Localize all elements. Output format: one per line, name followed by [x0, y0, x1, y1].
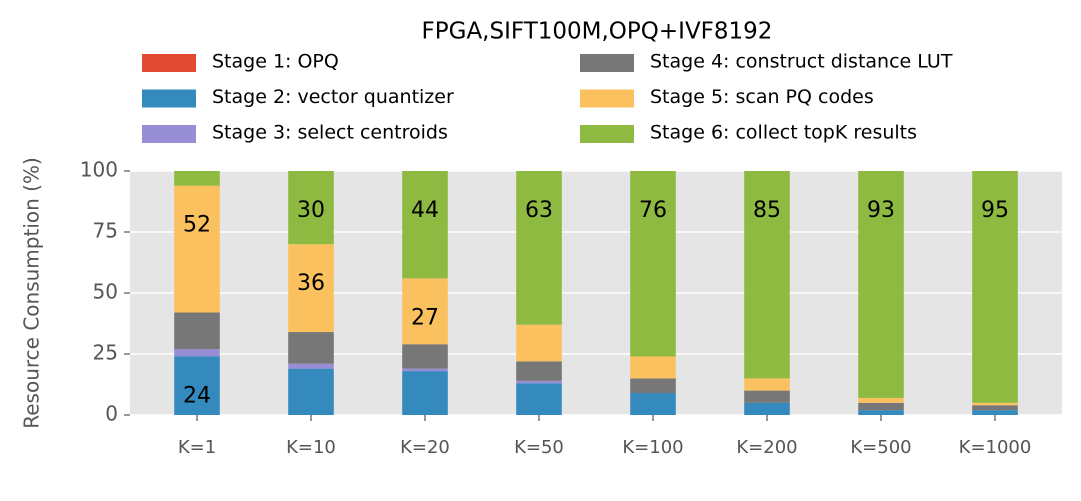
bar-segment [744, 390, 790, 403]
x-tick-label: K=100 [622, 437, 683, 458]
bar-segment [288, 363, 334, 369]
legend-swatch [142, 125, 196, 143]
data-label: 30 [297, 198, 325, 223]
bar-segment [174, 171, 220, 186]
bar-segment [858, 397, 904, 403]
bar-segment [174, 356, 220, 415]
bar-segment [516, 361, 562, 381]
bar-segment [630, 356, 676, 379]
x-tick-label: K=10 [286, 437, 336, 458]
legend-swatch [580, 89, 634, 108]
bar-segment [516, 171, 562, 325]
legend-label: Stage 2: vector quantizer [212, 86, 454, 108]
bar-segment [858, 410, 904, 415]
legend-label: Stage 5: scan PQ codes [650, 86, 874, 108]
legend-swatch [142, 54, 196, 72]
bar-segment [288, 332, 334, 364]
bar-segment [972, 410, 1018, 415]
y-tick-label: 50 [93, 280, 118, 304]
bar-segment [402, 371, 448, 415]
bar-segment [402, 278, 448, 345]
bar-segment [858, 402, 904, 411]
x-tick-label: K=200 [736, 437, 797, 458]
bar-segment [744, 402, 790, 415]
bar-segment [972, 405, 1018, 411]
bar-segment [288, 171, 334, 245]
y-tick-label: 75 [93, 219, 118, 243]
bar-segment [858, 171, 904, 398]
chart-title: FPGA,SIFT100M,OPQ+IVF8192 [422, 19, 773, 45]
legend-swatch [580, 125, 634, 143]
data-label: 85 [753, 198, 781, 223]
bar-segment [174, 185, 220, 313]
bar-segment [972, 171, 1018, 403]
bar-segment [174, 312, 220, 350]
data-label: 63 [525, 198, 553, 223]
x-tick-label: K=500 [850, 437, 911, 458]
x-tick-label: K=20 [400, 437, 450, 458]
y-tick-label: 25 [93, 341, 118, 365]
legend-swatch [142, 89, 196, 108]
bar-segment [516, 324, 562, 362]
x-tick-label: K=1 [178, 437, 216, 458]
y-tick-label: 0 [105, 402, 118, 426]
bar-segment [972, 402, 1018, 406]
bar-segment [402, 368, 448, 372]
legend-label: Stage 3: select centroids [212, 122, 448, 144]
data-label: 52 [183, 213, 211, 238]
legend-swatch [580, 54, 634, 72]
data-label: 24 [183, 383, 211, 408]
bar-segment [630, 171, 676, 357]
legend-label: Stage 6: collect topK results [650, 122, 917, 144]
y-tick-label: 100 [80, 158, 118, 182]
legend-label: Stage 4: construct distance LUT [650, 51, 953, 73]
x-tick-label: K=1000 [959, 437, 1032, 458]
y-axis-label: Resource Consumption (%) [20, 157, 44, 429]
bar-segment [288, 368, 334, 415]
bar-segment [744, 378, 790, 391]
data-label: 36 [297, 271, 325, 296]
bar-segment [744, 171, 790, 379]
legend-label: Stage 1: OPQ [212, 51, 339, 73]
data-label: 44 [411, 198, 439, 223]
data-label: 93 [867, 198, 895, 223]
bar-segment [630, 378, 676, 394]
bar-segment [288, 244, 334, 333]
bar-segment [402, 171, 448, 279]
bar-segment [630, 393, 676, 415]
data-label: 95 [981, 198, 1009, 223]
data-label: 27 [411, 305, 439, 330]
bar-segment [402, 344, 448, 369]
bar-segment [174, 349, 220, 357]
bar-segment [516, 383, 562, 415]
data-label: 76 [639, 198, 667, 223]
x-tick-label: K=50 [514, 437, 564, 458]
bar-segment [516, 380, 562, 384]
